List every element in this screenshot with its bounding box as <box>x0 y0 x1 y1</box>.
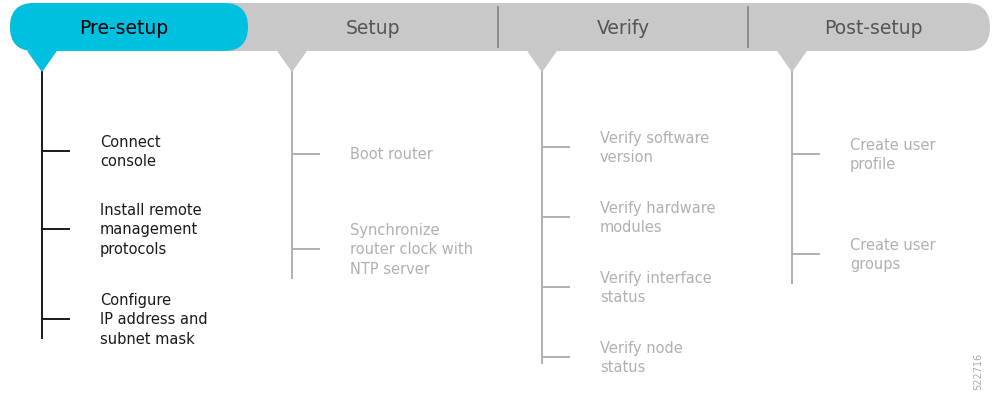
Text: 522716: 522716 <box>973 352 983 389</box>
Text: Verify node
status: Verify node status <box>600 340 683 374</box>
Text: Configure
IP address and
subnet mask: Configure IP address and subnet mask <box>100 292 208 346</box>
Text: Create user
groups: Create user groups <box>850 237 936 272</box>
Text: Pre-setup: Pre-setup <box>79 18 169 37</box>
FancyBboxPatch shape <box>10 4 990 52</box>
Text: Connect
console: Connect console <box>100 135 161 169</box>
Text: Create user
profile: Create user profile <box>850 137 936 172</box>
Text: Post-setup: Post-setup <box>824 18 922 37</box>
Text: Boot router: Boot router <box>350 147 433 162</box>
Polygon shape <box>528 52 556 72</box>
Text: Synchronize
router clock with
NTP server: Synchronize router clock with NTP server <box>350 223 473 276</box>
Text: Verify hardware
modules: Verify hardware modules <box>600 200 716 234</box>
Polygon shape <box>778 52 806 72</box>
Polygon shape <box>278 52 306 72</box>
Text: Verify: Verify <box>596 18 650 37</box>
Text: Verify interface
status: Verify interface status <box>600 270 712 304</box>
FancyBboxPatch shape <box>10 4 248 52</box>
Text: Install remote
management
protocols: Install remote management protocols <box>100 203 202 256</box>
Text: Verify software
version: Verify software version <box>600 130 709 165</box>
Polygon shape <box>28 52 56 72</box>
Text: Setup: Setup <box>346 18 400 37</box>
